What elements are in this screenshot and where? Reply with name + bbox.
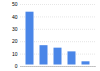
svg-text:40: 40 xyxy=(12,14,18,20)
svg-text:0: 0 xyxy=(15,63,18,69)
svg-text:10: 10 xyxy=(12,51,18,57)
svg-text:30: 30 xyxy=(12,26,18,32)
svg-text:20: 20 xyxy=(12,38,18,44)
svg-text:50: 50 xyxy=(12,1,18,7)
